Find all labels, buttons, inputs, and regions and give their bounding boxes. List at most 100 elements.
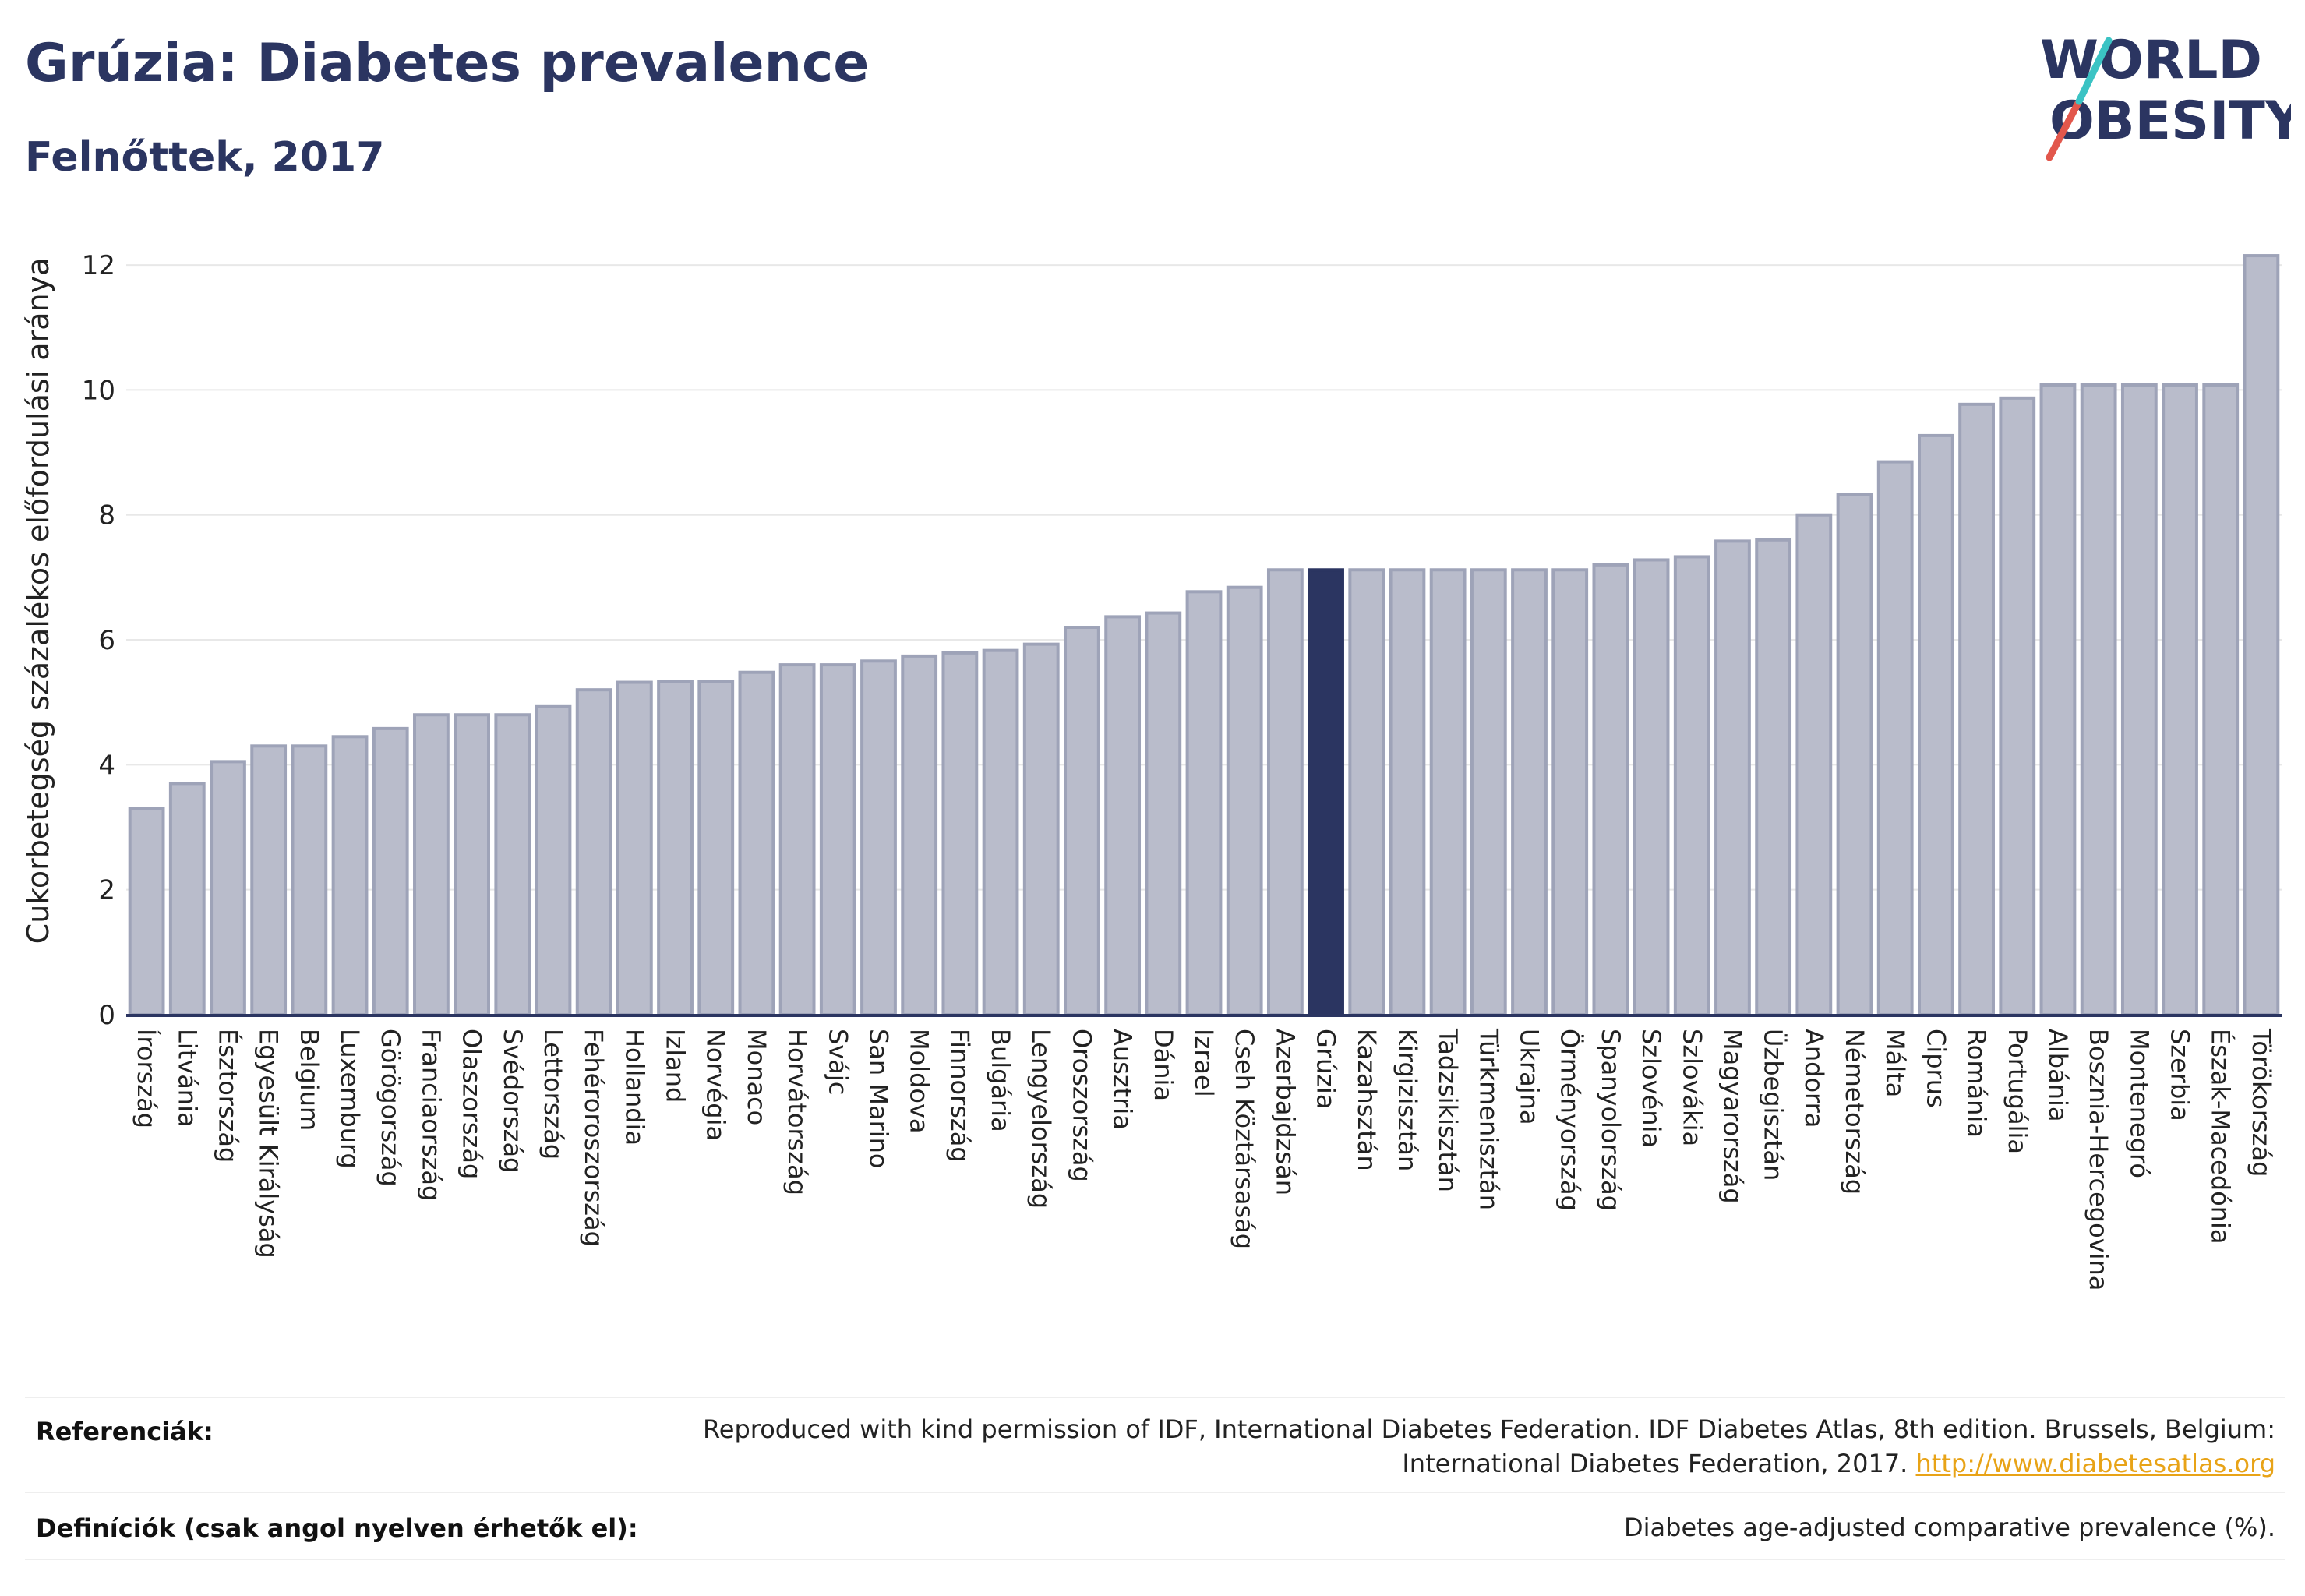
bar[interactable] <box>1633 558 1670 1016</box>
category-label: Görögország <box>376 1029 405 1187</box>
bar[interactable] <box>1592 563 1629 1016</box>
bar[interactable] <box>1917 433 1954 1016</box>
references-line-2-text: International Diabetes Federation, 2017. <box>1402 1449 1908 1478</box>
category-label: Szlovénia <box>1636 1029 1666 1148</box>
bar[interactable] <box>372 726 409 1016</box>
category-label: Ausztria <box>1108 1029 1138 1130</box>
bar[interactable] <box>168 782 206 1017</box>
logo-slash-teal <box>2075 37 2113 105</box>
category-label: Spanyolország <box>1596 1029 1626 1211</box>
bar[interactable] <box>616 680 653 1017</box>
bar[interactable] <box>575 688 612 1017</box>
bar-highlighted[interactable] <box>1308 568 1344 1016</box>
category-label: Grúzia <box>1311 1029 1341 1110</box>
category-label: Albánia <box>2043 1029 2073 1121</box>
bar[interactable] <box>1145 611 1182 1016</box>
bar[interactable] <box>901 654 938 1016</box>
bar[interactable] <box>210 760 246 1016</box>
category-label: San Marino <box>863 1029 893 1169</box>
bar[interactable] <box>454 713 491 1016</box>
bar[interactable] <box>2080 383 2117 1017</box>
bar[interactable] <box>1673 555 1710 1016</box>
category-label: Fehéroroszország <box>579 1029 609 1247</box>
category-label: Málta <box>1880 1029 1910 1097</box>
bar[interactable] <box>778 663 816 1016</box>
bar[interactable] <box>1795 513 1833 1016</box>
bar[interactable] <box>982 648 1019 1016</box>
category-label: Olaszország <box>457 1029 487 1179</box>
bar[interactable] <box>1836 493 1873 1016</box>
bar[interactable] <box>1064 626 1100 1016</box>
footer-divider-middle <box>25 1492 2285 1493</box>
bar[interactable] <box>1958 402 1995 1016</box>
bar[interactable] <box>2162 383 2198 1017</box>
bar[interactable] <box>2120 383 2158 1017</box>
category-label: Norvégia <box>701 1029 731 1141</box>
category-label: Izrael <box>1189 1029 1219 1097</box>
bar[interactable] <box>860 659 897 1016</box>
bar[interactable] <box>1104 615 1142 1016</box>
diabetes-atlas-link[interactable]: http://www.diabetesatlas.org <box>1915 1449 2275 1478</box>
bar[interactable] <box>1551 568 1589 1016</box>
category-labels: Írország Litvánia Észtország Egyesült Királ… <box>132 1028 2276 1291</box>
category-label: Észak-Macedónia <box>2206 1029 2236 1245</box>
bar[interactable] <box>1876 460 1914 1016</box>
category-label: Montenegró <box>2124 1029 2154 1178</box>
category-label: Egyesült Királyság <box>254 1029 284 1259</box>
category-label: Moldova <box>905 1029 934 1134</box>
bar[interactable] <box>2243 254 2280 1016</box>
category-label: Szlovákia <box>1677 1029 1707 1146</box>
y-tick-label: 10 <box>82 375 115 406</box>
bar[interactable] <box>1348 568 1385 1016</box>
bar[interactable] <box>1226 585 1263 1016</box>
bar[interactable] <box>1755 538 1792 1016</box>
bar[interactable] <box>291 744 328 1016</box>
category-label: Lengyelország <box>1026 1029 1056 1209</box>
bar[interactable] <box>494 713 531 1016</box>
bar[interactable] <box>1022 642 1060 1016</box>
footer-divider-bottom <box>25 1559 2285 1560</box>
logo-slash-coral <box>2046 97 2083 161</box>
bar[interactable] <box>1185 590 1223 1016</box>
category-label: Magyarország <box>1717 1029 1747 1204</box>
bar[interactable] <box>2202 383 2240 1017</box>
category-label: Belgium <box>295 1029 324 1131</box>
category-label: Türkmenisztán <box>1474 1028 1503 1210</box>
category-label: Örményország <box>1555 1029 1585 1211</box>
bar[interactable] <box>413 713 450 1016</box>
category-label: Oroszország <box>1067 1029 1096 1182</box>
bar[interactable] <box>1429 568 1467 1016</box>
category-label: Kirgizisztán <box>1393 1029 1422 1171</box>
bar[interactable] <box>1714 539 1751 1016</box>
category-label: Andorra <box>1799 1029 1829 1128</box>
references-line-1: Reproduced with kind permission of IDF, … <box>702 1414 2275 1444</box>
bars <box>128 254 2280 1017</box>
y-tick-label: 0 <box>98 1000 115 1031</box>
category-label: Üzbegisztán <box>1759 1029 1788 1181</box>
bar[interactable] <box>738 670 775 1016</box>
category-label: Tadzsikisztán <box>1433 1028 1463 1192</box>
bar[interactable] <box>941 651 979 1016</box>
category-label: Ukrajna <box>1515 1029 1544 1125</box>
bar[interactable] <box>697 680 735 1016</box>
chart-title: Grúzia: Diabetes prevalence <box>25 33 870 94</box>
bar[interactable] <box>1266 568 1304 1016</box>
world-obesity-logo: WORLD OBESITY <box>2040 30 2291 161</box>
category-label: Románia <box>1962 1029 1992 1138</box>
y-tick-label: 4 <box>98 750 115 781</box>
bar[interactable] <box>331 735 369 1017</box>
bar[interactable] <box>1999 396 2036 1016</box>
bar[interactable] <box>1470 568 1507 1016</box>
bar[interactable] <box>657 680 694 1016</box>
bar[interactable] <box>535 704 572 1017</box>
category-label: Ciprus <box>1921 1029 1950 1108</box>
bar[interactable] <box>2039 383 2077 1017</box>
category-label: Azerbajdzsán <box>1270 1029 1300 1195</box>
bar[interactable] <box>250 744 288 1016</box>
bar[interactable] <box>128 807 165 1017</box>
y-tick-label: 12 <box>82 250 115 281</box>
references-label: Referenciák: <box>36 1417 214 1446</box>
bar[interactable] <box>1389 568 1426 1016</box>
bar[interactable] <box>1511 568 1548 1016</box>
bar[interactable] <box>819 663 856 1016</box>
